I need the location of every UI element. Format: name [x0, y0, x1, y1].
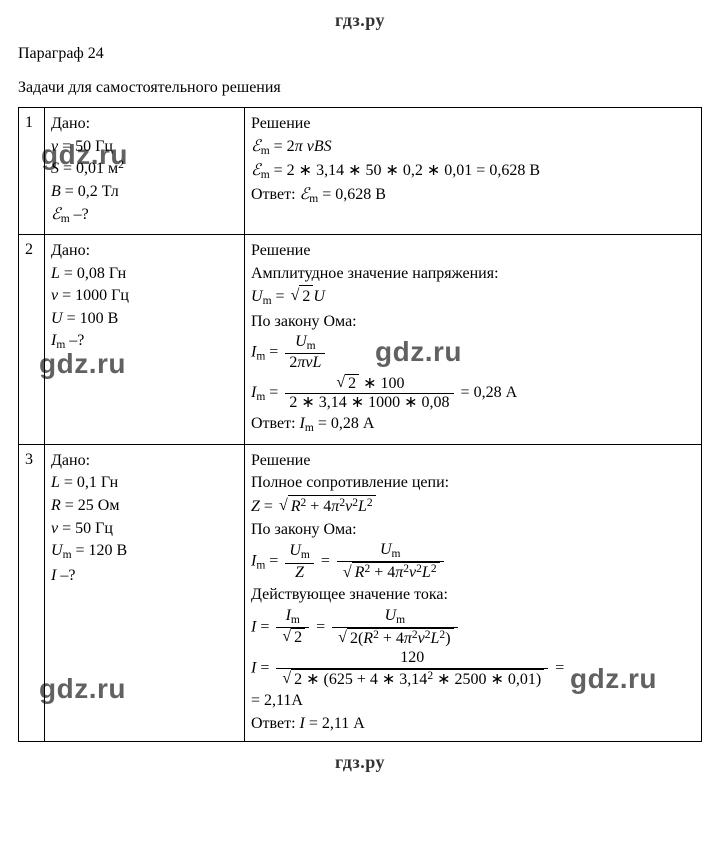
given-line: ν = 50 Гц: [51, 518, 238, 540]
answer-prefix: Ответ:: [251, 186, 296, 203]
problem-number: 1: [19, 108, 45, 235]
solution-cell: gdz.ru Решение Амплитудное значение напр…: [245, 234, 702, 444]
table-row: 2 gdz.ru Дано: L = 0,08 Гн ν = 1000 Гц U…: [19, 234, 702, 444]
solution-cell: gdz.ru Решение Полное сопротивление цепи…: [245, 444, 702, 742]
calc-result: = 2,11А: [251, 690, 695, 712]
given-cell: gdz.ru Дано: ν = 50 Гц S = 0,01 м2 B = 0…: [45, 108, 245, 235]
text-line: По закону Ома:: [251, 311, 695, 333]
given-line: R = 25 Ом: [51, 495, 238, 517]
given-line: I –?: [51, 565, 238, 587]
problems-table: 1 gdz.ru Дано: ν = 50 Гц S = 0,01 м2 B =…: [18, 107, 702, 742]
formula-line: Z = R2 + 4π2ν2L2: [251, 495, 695, 518]
formula-line: I = Im 2 = Um 2(R2 + 4π2ν2L2): [251, 607, 695, 649]
given-line: ν = 50 Гц: [51, 136, 238, 158]
formula-line: Im = Um Z = Um R2 + 4π2ν2L2: [251, 541, 695, 583]
text-line: Полное сопротивление цепи:: [251, 472, 695, 494]
problem-number: 2: [19, 234, 45, 444]
formula-line: ℰm = 2π νBS: [251, 136, 695, 159]
given-line: ν = 1000 Гц: [51, 285, 238, 307]
given-line: Im –?: [51, 330, 238, 353]
given-line: ℰm –?: [51, 204, 238, 227]
text-line: Действующее значение тока:: [251, 584, 695, 606]
solution-label: Решение: [251, 450, 695, 472]
page: гдз.ру Параграф 24 Задачи для самостояте…: [0, 0, 720, 791]
formula-line: Um = 2U: [251, 285, 695, 309]
solution-cell: Решение ℰm = 2π νBS ℰm = 2 ∗ 3,14 ∗ 50 ∗…: [245, 108, 702, 235]
answer-prefix: Ответ:: [251, 415, 296, 432]
page-title: Параграф 24: [18, 45, 702, 63]
text-line: По закону Ома:: [251, 519, 695, 541]
answer-line: Ответ: I = 2,11 А: [251, 713, 695, 735]
given-line: L = 0,1 Гн: [51, 472, 238, 494]
calc-line: Im = 2 ∗ 100 2 ∗ 3,14 ∗ 1000 ∗ 0,08 = 0,…: [251, 374, 695, 413]
calc-line: I = 120 2 ∗ (625 + 4 ∗ 3,142 ∗ 2500 ∗ 0,…: [251, 649, 695, 689]
given-cell: gdz.ru Дано: L = 0,08 Гн ν = 1000 Гц U =…: [45, 234, 245, 444]
given-label: Дано:: [51, 240, 238, 262]
table-row: 1 gdz.ru Дано: ν = 50 Гц S = 0,01 м2 B =…: [19, 108, 702, 235]
text-line: Амплитудное значение напряжения:: [251, 263, 695, 285]
watermark: gdz.ru: [39, 670, 126, 708]
table-row: 3 gdz.ru Дано: L = 0,1 Гн R = 25 Ом ν = …: [19, 444, 702, 742]
formula-line: Im = Um 2πνL: [251, 333, 695, 373]
calc-line: ℰm = 2 ∗ 3,14 ∗ 50 ∗ 0,2 ∗ 0,01 = 0,628 …: [251, 160, 695, 183]
answer-line: Ответ: ℰm = 0,628 В: [251, 184, 695, 207]
given-line: S = 0,01 м2: [51, 158, 238, 180]
site-brand-bottom: гдз.ру: [18, 752, 702, 773]
given-label: Дано:: [51, 113, 238, 135]
given-line: L = 0,08 Гн: [51, 263, 238, 285]
given-label: Дано:: [51, 450, 238, 472]
solution-label: Решение: [251, 113, 695, 135]
given-cell: gdz.ru Дано: L = 0,1 Гн R = 25 Ом ν = 50…: [45, 444, 245, 742]
page-subtitle: Задачи для самостоятельного решения: [18, 79, 702, 97]
given-line: Um = 120 В: [51, 540, 238, 563]
given-line: U = 100 В: [51, 308, 238, 330]
site-brand-top: гдз.ру: [18, 10, 702, 31]
given-line: B = 0,2 Тл: [51, 181, 238, 203]
answer-line: Ответ: Im = 0,28 А: [251, 413, 695, 436]
solution-label: Решение: [251, 240, 695, 262]
problem-number: 3: [19, 444, 45, 742]
answer-prefix: Ответ:: [251, 715, 296, 732]
